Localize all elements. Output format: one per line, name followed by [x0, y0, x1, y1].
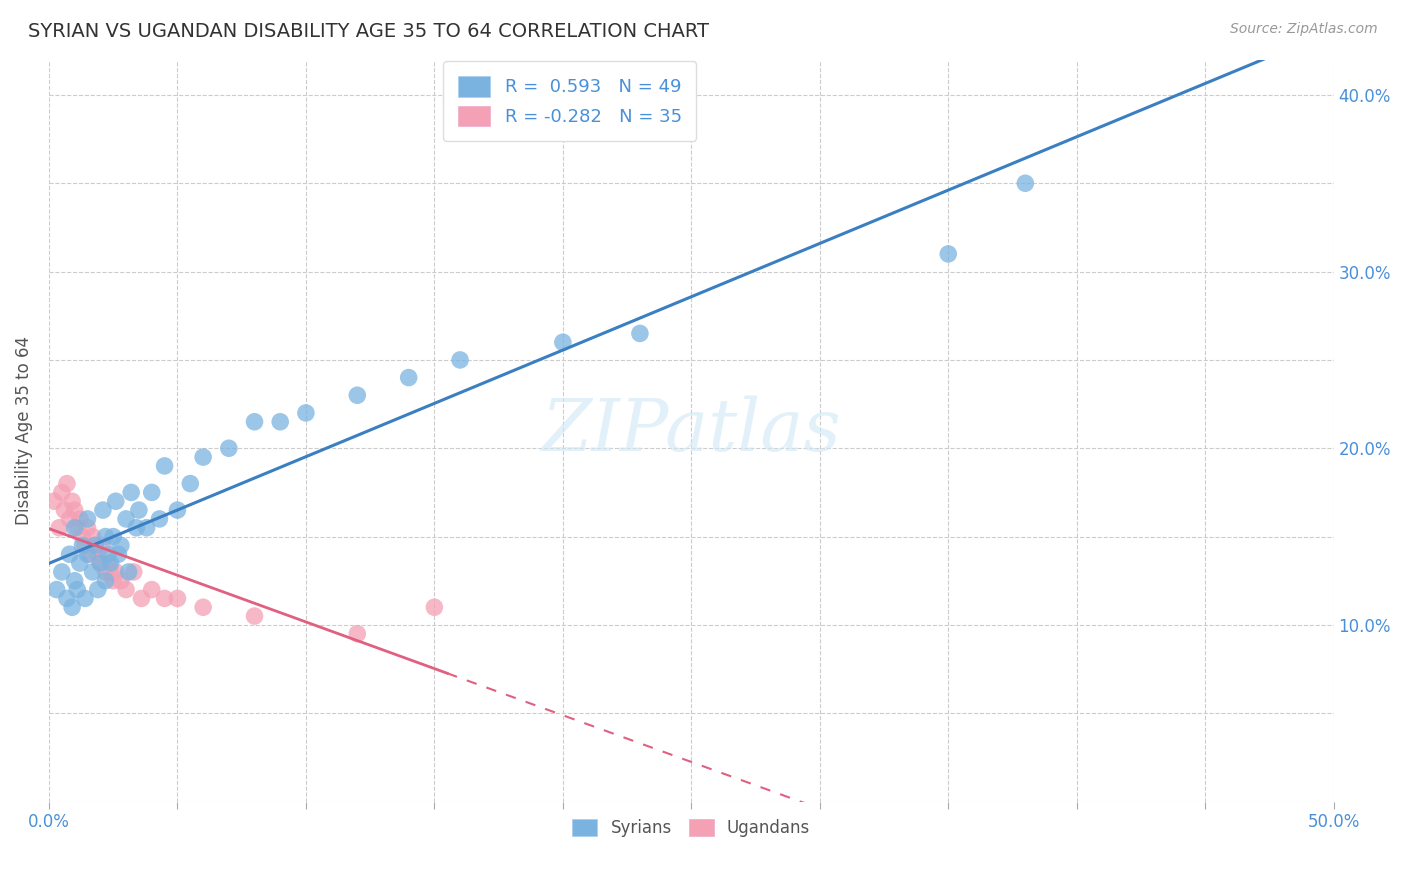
- Point: [97, 556, 120, 570]
- Point: [60, 494, 83, 508]
- Point: [218, 442, 240, 456]
- Point: [84, 538, 107, 552]
- Point: [1014, 176, 1036, 190]
- Point: [166, 591, 188, 606]
- Point: [73, 591, 96, 606]
- Point: [89, 556, 111, 570]
- Point: [94, 530, 117, 544]
- Point: [42, 494, 65, 508]
- Point: [936, 247, 959, 261]
- Point: [104, 565, 127, 579]
- Point: [72, 538, 94, 552]
- Point: [79, 547, 101, 561]
- Point: [346, 388, 368, 402]
- Point: [87, 582, 110, 597]
- Text: Source: ZipAtlas.com: Source: ZipAtlas.com: [1230, 22, 1378, 37]
- Point: [153, 591, 176, 606]
- Point: [48, 521, 70, 535]
- Point: [63, 503, 86, 517]
- Point: [63, 574, 86, 588]
- Point: [141, 485, 163, 500]
- Y-axis label: Disability Age 35 to 64: Disability Age 35 to 64: [15, 336, 32, 525]
- Point: [94, 574, 117, 588]
- Point: [243, 609, 266, 624]
- Point: [346, 626, 368, 640]
- Point: [125, 521, 148, 535]
- Point: [76, 547, 98, 561]
- Point: [449, 353, 471, 368]
- Point: [107, 547, 129, 561]
- Point: [423, 600, 446, 615]
- Point: [141, 582, 163, 597]
- Point: [148, 512, 170, 526]
- Point: [295, 406, 318, 420]
- Point: [58, 547, 80, 561]
- Point: [131, 591, 153, 606]
- Point: [63, 521, 86, 535]
- Point: [128, 503, 150, 517]
- Point: [51, 565, 73, 579]
- Point: [110, 538, 132, 552]
- Point: [84, 538, 107, 552]
- Point: [91, 538, 114, 552]
- Point: [122, 565, 145, 579]
- Point: [191, 450, 214, 464]
- Point: [628, 326, 651, 341]
- Point: [73, 538, 96, 552]
- Point: [120, 485, 142, 500]
- Point: [179, 476, 201, 491]
- Text: SYRIAN VS UGANDAN DISABILITY AGE 35 TO 64 CORRELATION CHART: SYRIAN VS UGANDAN DISABILITY AGE 35 TO 6…: [28, 22, 709, 41]
- Point: [97, 547, 120, 561]
- Point: [76, 521, 98, 535]
- Point: [166, 503, 188, 517]
- Point: [135, 521, 157, 535]
- Point: [398, 370, 420, 384]
- Legend: Syrians, Ugandans: Syrians, Ugandans: [564, 810, 818, 846]
- Point: [115, 512, 138, 526]
- Point: [66, 582, 89, 597]
- Point: [191, 600, 214, 615]
- Point: [100, 556, 122, 570]
- Point: [153, 458, 176, 473]
- Point: [89, 556, 111, 570]
- Point: [551, 335, 574, 350]
- Text: ZIPatlas: ZIPatlas: [541, 395, 841, 466]
- Point: [94, 565, 117, 579]
- Point: [76, 512, 98, 526]
- Point: [60, 600, 83, 615]
- Point: [110, 574, 132, 588]
- Point: [82, 565, 104, 579]
- Point: [100, 565, 122, 579]
- Point: [115, 582, 138, 597]
- Point: [69, 556, 91, 570]
- Point: [243, 415, 266, 429]
- Point: [91, 503, 114, 517]
- Point: [103, 574, 125, 588]
- Point: [66, 521, 89, 535]
- Point: [103, 530, 125, 544]
- Point: [117, 565, 139, 579]
- Point: [72, 530, 94, 544]
- Point: [58, 512, 80, 526]
- Point: [56, 591, 79, 606]
- Point: [82, 530, 104, 544]
- Point: [104, 494, 127, 508]
- Point: [56, 476, 79, 491]
- Point: [45, 582, 67, 597]
- Point: [269, 415, 291, 429]
- Point: [69, 512, 91, 526]
- Point: [51, 485, 73, 500]
- Point: [53, 503, 76, 517]
- Point: [87, 547, 110, 561]
